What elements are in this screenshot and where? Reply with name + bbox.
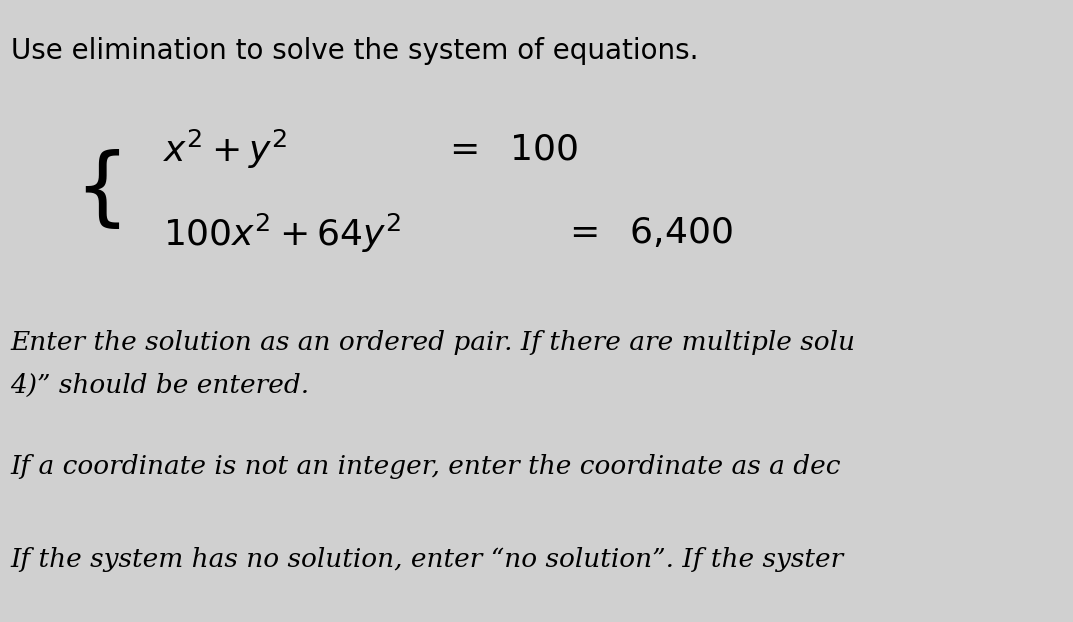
Text: $= \ \ 100$: $= \ \ 100$ <box>441 132 578 166</box>
Text: $100x^2 + 64y^2$: $100x^2 + 64y^2$ <box>163 211 401 255</box>
Text: If a coordinate is not an integer, enter the coordinate as a dec: If a coordinate is not an integer, enter… <box>11 454 841 479</box>
Text: 4)” should be entered.: 4)” should be entered. <box>11 373 310 398</box>
Text: If the system has no solution, enter “no solution”. If the syster: If the system has no solution, enter “no… <box>11 547 843 572</box>
Text: $= \ \ 6{,}400$: $= \ \ 6{,}400$ <box>562 216 733 250</box>
Text: Use elimination to solve the system of equations.: Use elimination to solve the system of e… <box>11 37 699 65</box>
Text: Enter the solution as an ordered pair. If there are multiple solu: Enter the solution as an ordered pair. I… <box>11 330 855 355</box>
Text: $\{$: $\{$ <box>74 147 120 232</box>
Text: $x^2 + y^2$: $x^2 + y^2$ <box>163 128 286 171</box>
